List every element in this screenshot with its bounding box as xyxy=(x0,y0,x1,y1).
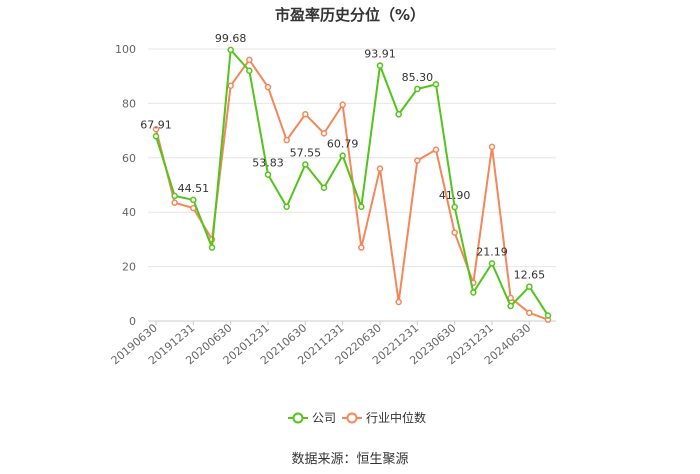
data-point xyxy=(208,244,216,251)
data-point xyxy=(283,136,290,144)
y-tick-label: 80 xyxy=(122,97,136,110)
data-label: 12.65 xyxy=(514,269,546,282)
chart-title: 市盈率历史分位（%） xyxy=(274,6,426,24)
y-tick-label: 100 xyxy=(115,43,136,56)
data-point xyxy=(190,196,197,204)
data-point xyxy=(320,184,328,191)
data-label: 44.51 xyxy=(178,182,210,195)
data-label: 53.83 xyxy=(252,157,284,170)
legend-marker xyxy=(292,412,304,424)
legend-label: 公司 xyxy=(312,411,336,425)
data-label: 60.79 xyxy=(327,138,359,151)
data-point xyxy=(227,46,234,54)
data-point xyxy=(171,199,178,206)
data-point xyxy=(432,81,440,88)
y-tick-label: 40 xyxy=(122,206,136,219)
data-label: 41.90 xyxy=(439,189,471,202)
data-point xyxy=(451,229,458,236)
data-label: 21.19 xyxy=(476,245,508,258)
data-point xyxy=(264,83,272,91)
data-label: 85.30 xyxy=(402,71,434,84)
legend-label: 行业中位数 xyxy=(366,410,426,425)
data-point xyxy=(302,161,309,168)
data-point xyxy=(320,130,328,137)
legend-marker xyxy=(346,412,358,424)
data-point xyxy=(358,244,365,251)
data-point xyxy=(451,203,458,211)
data-point xyxy=(152,133,160,140)
data-point xyxy=(432,146,440,153)
data-point xyxy=(358,203,365,211)
data-point xyxy=(488,260,496,267)
data-label: 93.91 xyxy=(364,48,396,61)
y-tick-label: 0 xyxy=(129,315,136,328)
data-point xyxy=(414,157,421,164)
series-line-0 xyxy=(155,48,549,317)
data-point xyxy=(227,82,234,89)
data-label: 99.68 xyxy=(215,32,247,45)
data-point xyxy=(470,289,477,296)
data-point xyxy=(395,111,402,118)
data-point xyxy=(376,165,384,172)
data-point xyxy=(414,85,421,93)
data-point xyxy=(544,312,552,319)
data-point xyxy=(339,152,346,159)
data-point xyxy=(526,309,533,317)
data-point xyxy=(488,143,496,151)
y-tick-label: 20 xyxy=(122,261,136,274)
data-point xyxy=(376,62,384,69)
data-point xyxy=(152,125,160,133)
data-point xyxy=(171,192,178,200)
data-point xyxy=(246,67,253,75)
data-point xyxy=(339,101,346,109)
data-point xyxy=(283,203,290,211)
data-point xyxy=(302,111,309,118)
series-line-1 xyxy=(155,58,549,321)
data-point xyxy=(526,283,533,290)
data-label: 57.55 xyxy=(290,146,322,159)
data-label: 67.91 xyxy=(140,118,172,131)
data-point xyxy=(246,56,253,64)
data-point xyxy=(395,298,402,306)
data-source: 数据来源：恒生聚源 xyxy=(291,452,409,467)
y-tick-label: 60 xyxy=(122,152,136,165)
data-point xyxy=(264,171,272,178)
data-point xyxy=(507,302,514,310)
